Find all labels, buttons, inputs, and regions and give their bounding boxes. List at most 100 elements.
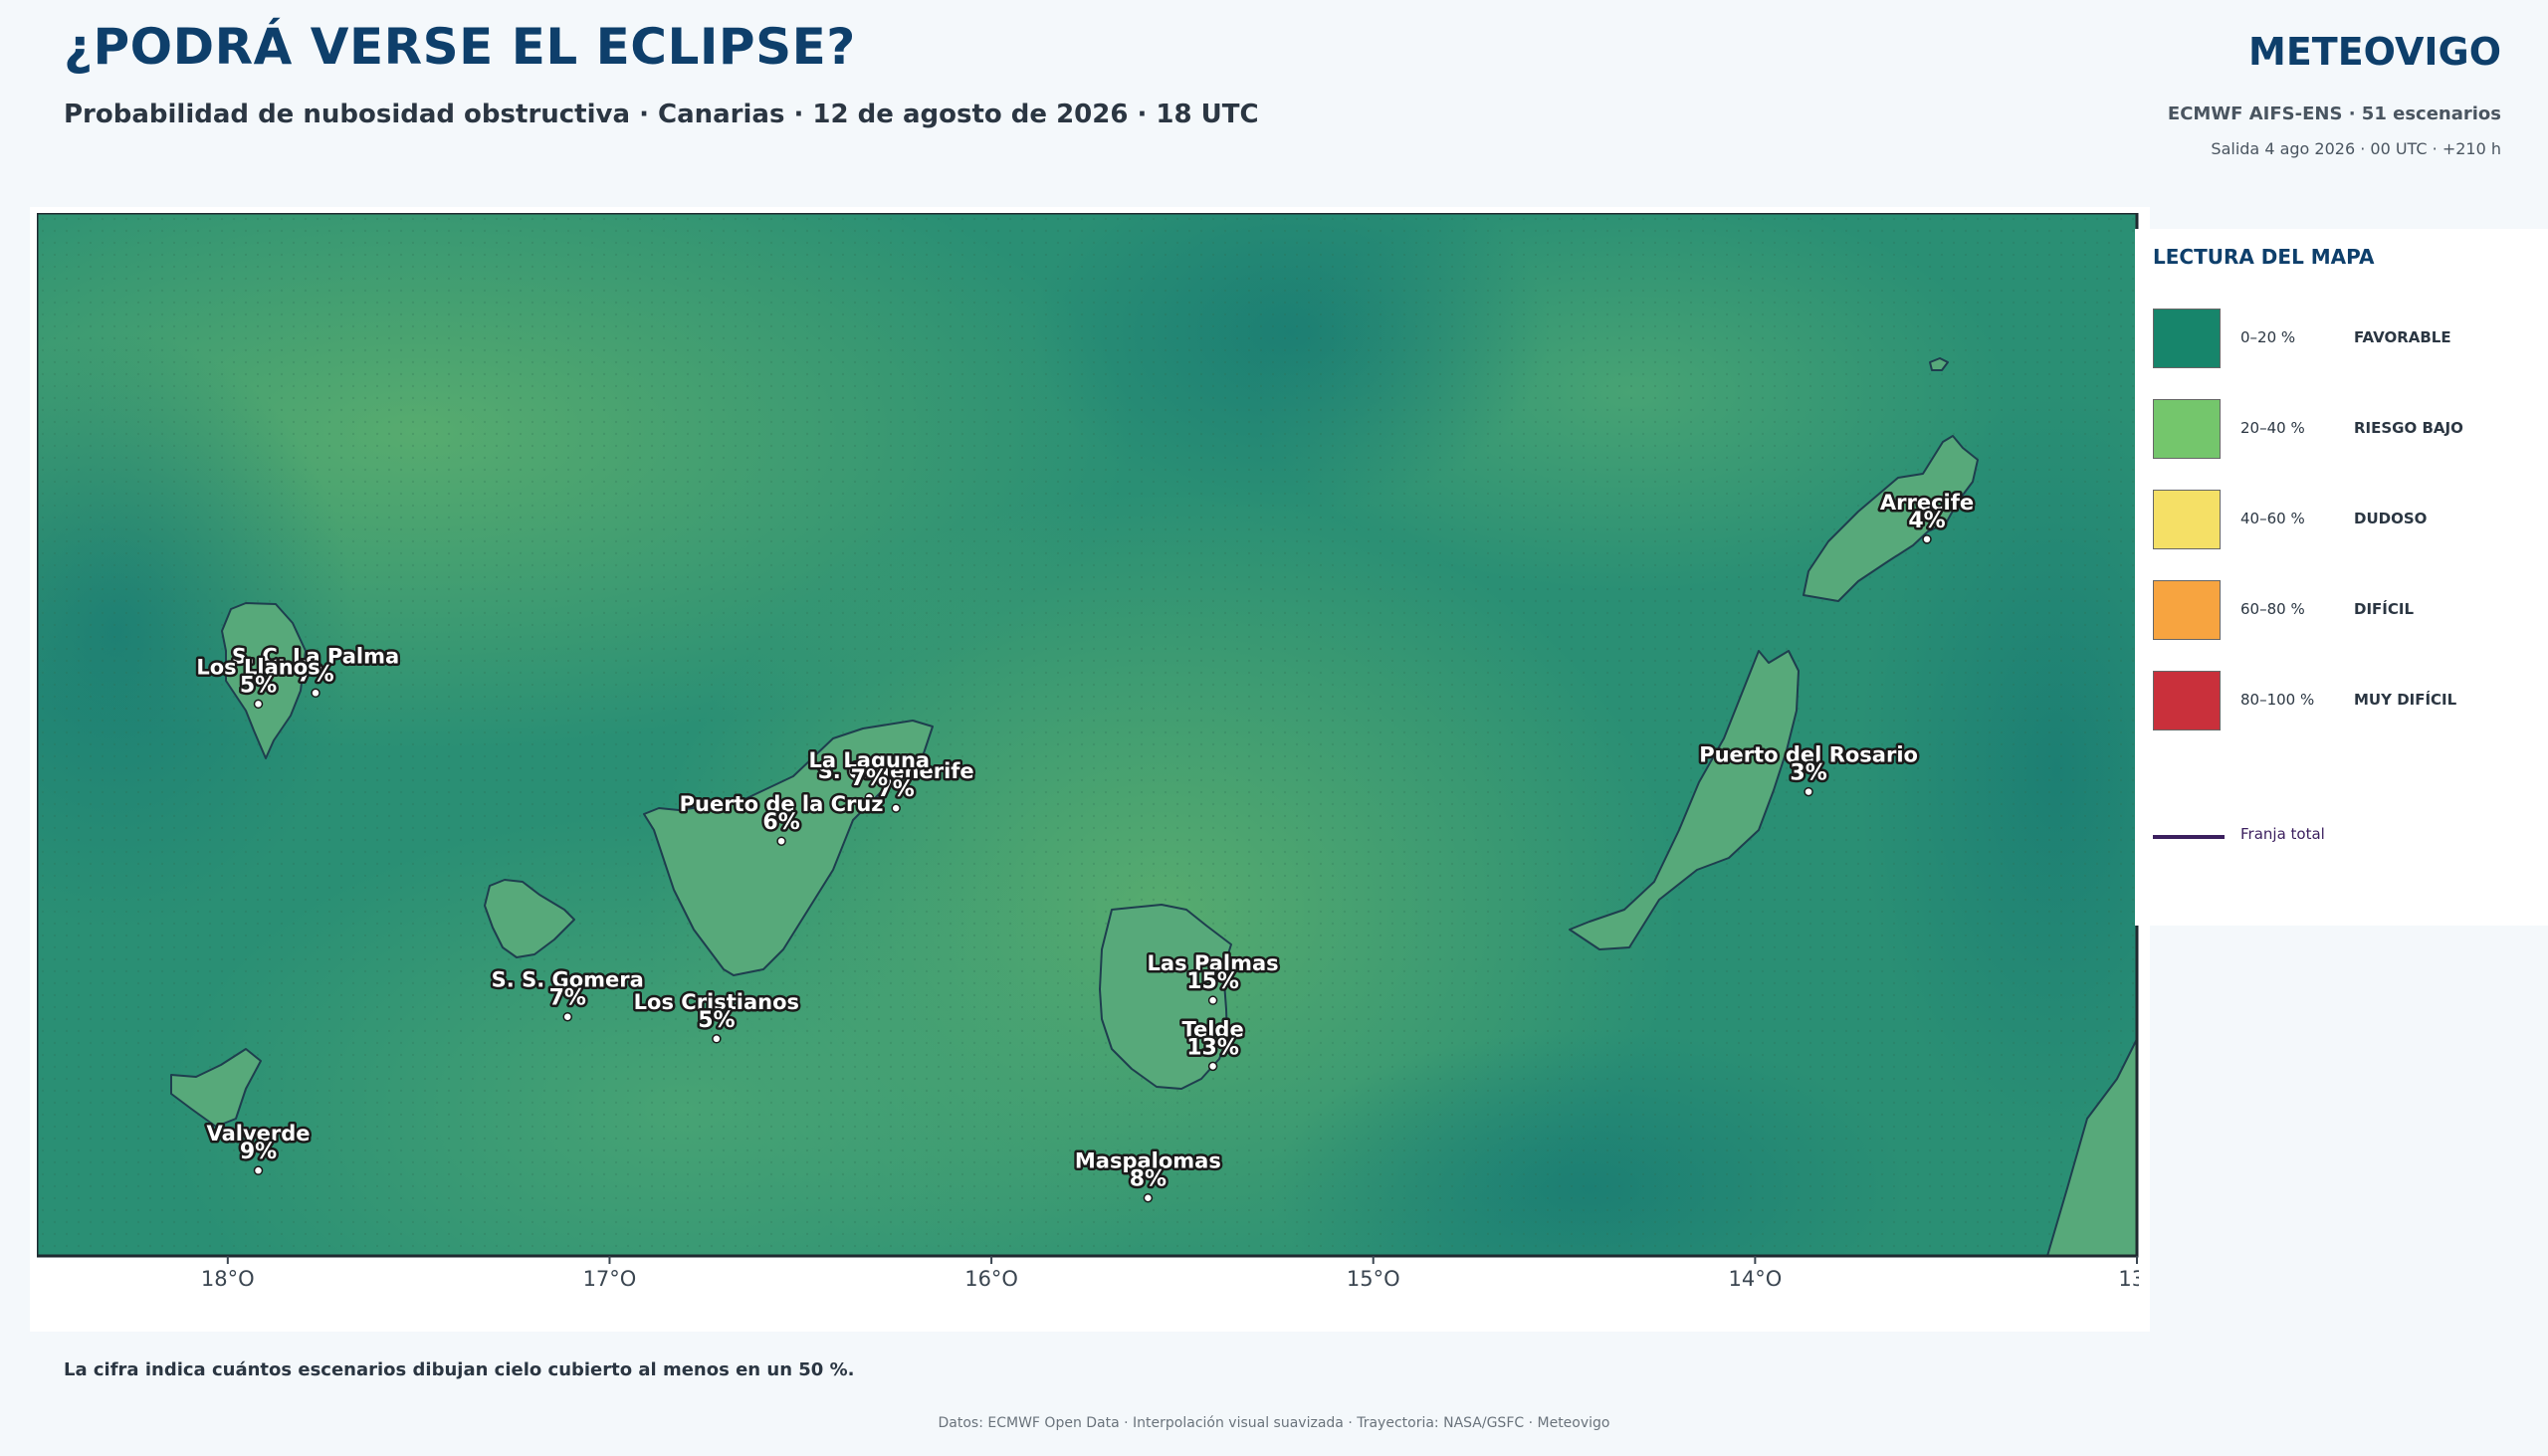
page-subtitle: Probabilidad de nubosidad obstructiva · … xyxy=(64,100,1259,129)
city-dot xyxy=(1207,995,1218,1005)
city-name: S. C. La Palma xyxy=(232,644,399,668)
city-dot xyxy=(253,699,264,710)
legend-label: DIFÍCIL xyxy=(2354,600,2415,618)
city-probability: 15% xyxy=(1186,969,1239,994)
city-dot xyxy=(1207,1061,1218,1072)
city-probability: 8% xyxy=(1130,1167,1167,1192)
legend-label: DUDOSO xyxy=(2354,510,2428,527)
island-el-hierro xyxy=(170,1048,262,1128)
city-dot xyxy=(891,803,901,813)
city-name: Maspalomas xyxy=(1075,1149,1221,1173)
track-label: Franja total xyxy=(2240,825,2325,843)
island-la-gomera xyxy=(484,879,575,958)
city-name: Puerto de la Cruz xyxy=(680,792,884,816)
coastlines xyxy=(170,357,2137,1256)
city-probability: 7% xyxy=(549,986,586,1011)
city-dot xyxy=(1804,786,1813,797)
city-probability: 5% xyxy=(240,673,277,698)
x-tick-label: 17°O xyxy=(583,1267,637,1288)
x-tick-label: 14°O xyxy=(1728,1267,1782,1288)
footer-credits: Datos: ECMWF Open Data · Interpolación v… xyxy=(938,1415,1610,1431)
legend-swatch xyxy=(2153,399,2221,459)
x-tick-label: 18°O xyxy=(201,1267,255,1288)
legend-item-favorable: 0–20 % FAVORABLE xyxy=(2153,309,2541,372)
city-probability: 6% xyxy=(762,810,799,835)
footer: La cifra indica cuántos escenarios dibuj… xyxy=(0,1334,2548,1456)
x-tick-label: 15°O xyxy=(1347,1267,1400,1288)
cloud-probability-map: 18°O17°O16°O15°O14°O13° S. C. La Palma7%… xyxy=(37,213,2139,1288)
legend-swatch xyxy=(2153,671,2221,730)
island-fuerteventura xyxy=(1569,650,1800,950)
track-line-swatch xyxy=(2153,835,2225,839)
header: ¿PODRÁ VERSE EL ECLIPSE? Probabilidad de… xyxy=(0,0,2548,199)
city-name: S. C. Tenerife xyxy=(818,759,974,783)
city-probability: 9% xyxy=(240,1140,277,1164)
legend-range: 80–100 % xyxy=(2240,691,2315,709)
legend-item-dudoso: 40–60 % DUDOSO xyxy=(2153,490,2541,553)
model-info: ECMWF AIFS-ENS · 51 escenarios xyxy=(2167,104,2501,124)
legend-label: MUY DIFÍCIL xyxy=(2354,691,2457,709)
city-name: Los Llanos xyxy=(196,655,319,679)
city-dot xyxy=(712,1034,722,1044)
legend-track: Franja total xyxy=(2153,822,2541,852)
legend-label: FAVORABLE xyxy=(2354,328,2451,346)
city-name: Las Palmas xyxy=(1148,951,1279,975)
city-probability: 5% xyxy=(698,1008,735,1033)
legend-item-muy-dificil: 80–100 % MUY DIFÍCIL xyxy=(2153,671,2541,734)
legend-range: 40–60 % xyxy=(2240,510,2305,527)
footer-note: La cifra indica cuántos escenarios dibuj… xyxy=(64,1359,855,1380)
legend-label: RIESGO BAJO xyxy=(2354,419,2463,437)
x-tick-label: 13° xyxy=(2118,1267,2139,1288)
legend-item-riesgo-bajo: 20–40 % RIESGO BAJO xyxy=(2153,399,2541,463)
island-lanzarote xyxy=(1803,435,1979,602)
city-name: Arrecife xyxy=(1880,491,1974,515)
city-probability: 13% xyxy=(1186,1035,1239,1060)
legend-range: 60–80 % xyxy=(2240,600,2305,618)
city-dot xyxy=(1922,534,1932,544)
legend-swatch xyxy=(2153,490,2221,549)
city-name: Valverde xyxy=(206,1122,310,1145)
city-probability: 7% xyxy=(297,662,333,687)
legend-item-dificil: 60–80 % DIFÍCIL xyxy=(2153,580,2541,644)
legend-title: LECTURA DEL MAPA xyxy=(2153,245,2375,269)
african-coast xyxy=(2046,1037,2137,1256)
legend-swatch xyxy=(2153,309,2221,368)
city-name: La Laguna xyxy=(809,748,931,772)
legend-range: 0–20 % xyxy=(2240,328,2296,346)
city-dot xyxy=(562,1011,573,1022)
city-dot xyxy=(253,1165,264,1175)
city-probability: 4% xyxy=(1908,509,1945,533)
city-dot xyxy=(864,792,875,802)
city-name: S. S. Gomera xyxy=(492,968,644,992)
city-name: Los Cristianos xyxy=(634,990,799,1014)
legend-range: 20–40 % xyxy=(2240,419,2305,437)
city-probability: 7% xyxy=(851,766,888,791)
island-graciosa xyxy=(1929,357,1949,371)
city-dot xyxy=(1143,1192,1154,1203)
city-name: Telde xyxy=(1181,1017,1243,1041)
city-dot xyxy=(776,836,786,846)
city-probability: 3% xyxy=(1790,761,1826,786)
page-title: ¿PODRÁ VERSE EL ECLIPSE? xyxy=(64,18,856,76)
legend-swatch xyxy=(2153,580,2221,640)
city-probability: 7% xyxy=(878,777,915,802)
city-name: Puerto del Rosario xyxy=(1699,743,1918,767)
legend-panel: LECTURA DEL MAPA 0–20 % FAVORABLE 20–40 … xyxy=(2135,229,2548,926)
island-la-palma xyxy=(221,602,307,759)
x-tick-label: 16°O xyxy=(964,1267,1018,1288)
x-axis: 18°O 17°O 16°O 15°O 14°O 13° xyxy=(201,1256,2139,1288)
brand-logo: METEOVIGO xyxy=(2248,30,2501,74)
